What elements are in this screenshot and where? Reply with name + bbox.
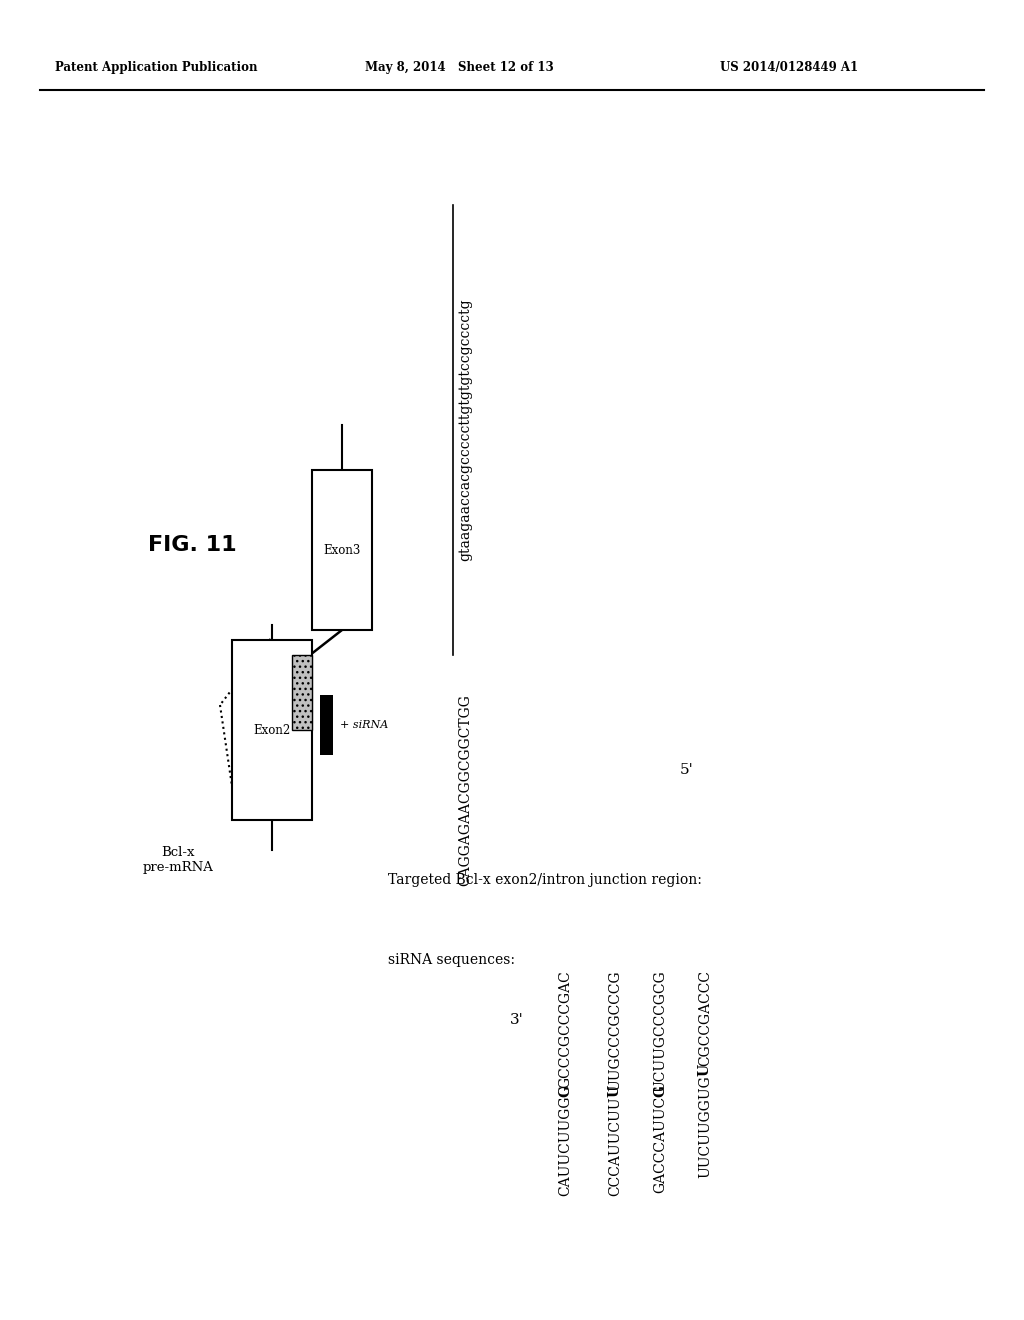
Bar xyxy=(312,470,372,630)
Text: + siRNA: + siRNA xyxy=(340,719,388,730)
Text: U: U xyxy=(608,1085,622,1097)
Text: Exon2: Exon2 xyxy=(253,723,291,737)
Text: U: U xyxy=(698,1064,712,1076)
Text: FIG. 11: FIG. 11 xyxy=(148,535,237,554)
Text: gtaagaaccacgcccccttgtgtgtccgcccctg: gtaagaaccacgcccccttgtgtgtccgcccctg xyxy=(458,298,472,561)
Text: UUGCCCGCCCG: UUGCCCGCCCG xyxy=(608,970,622,1090)
Text: Patent Application Publication: Patent Application Publication xyxy=(55,62,257,74)
Bar xyxy=(232,640,312,820)
Text: Targeted Bcl-x exon2/intron junction region:: Targeted Bcl-x exon2/intron junction reg… xyxy=(388,873,701,887)
Text: CCCAUUCUU: CCCAUUCUU xyxy=(608,1096,622,1196)
Bar xyxy=(319,696,333,755)
Text: Exon3: Exon3 xyxy=(324,544,360,557)
Text: CAUUCUUGG: CAUUCUUGG xyxy=(558,1096,572,1196)
Text: UUCUUGGUG: UUCUUGGUG xyxy=(698,1074,712,1177)
Text: GCCCGCCCGAC: GCCCGCCCGAC xyxy=(558,970,572,1088)
Text: siRNA sequences:: siRNA sequences: xyxy=(388,953,515,968)
Text: Bcl-x
pre-mRNA: Bcl-x pre-mRNA xyxy=(142,846,213,874)
Text: G: G xyxy=(653,1085,667,1097)
Text: May 8, 2014   Sheet 12 of 13: May 8, 2014 Sheet 12 of 13 xyxy=(365,62,554,74)
Text: 5': 5' xyxy=(680,763,693,777)
Text: CGCCGACCC: CGCCGACCC xyxy=(698,970,712,1067)
Text: CAGGAGAACGGCGGCTGG: CAGGAGAACGGCGGCTGG xyxy=(458,694,472,886)
Text: G: G xyxy=(558,1085,572,1097)
Bar xyxy=(292,655,312,730)
Text: 3': 3' xyxy=(510,1012,523,1027)
Text: GACCCAUUC: GACCCAUUC xyxy=(653,1096,667,1193)
Text: UCUUGCCCGCG: UCUUGCCCGCG xyxy=(653,970,667,1092)
Text: US 2014/0128449 A1: US 2014/0128449 A1 xyxy=(720,62,858,74)
